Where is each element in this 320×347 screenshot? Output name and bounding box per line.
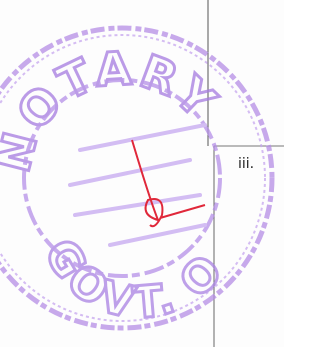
- margin-text: iii.: [238, 156, 254, 172]
- page: NOTARY GOVT. OF iii. (() => { const data…: [0, 0, 320, 347]
- scan: NOTARY GOVT. OF iii.: [0, 0, 284, 347]
